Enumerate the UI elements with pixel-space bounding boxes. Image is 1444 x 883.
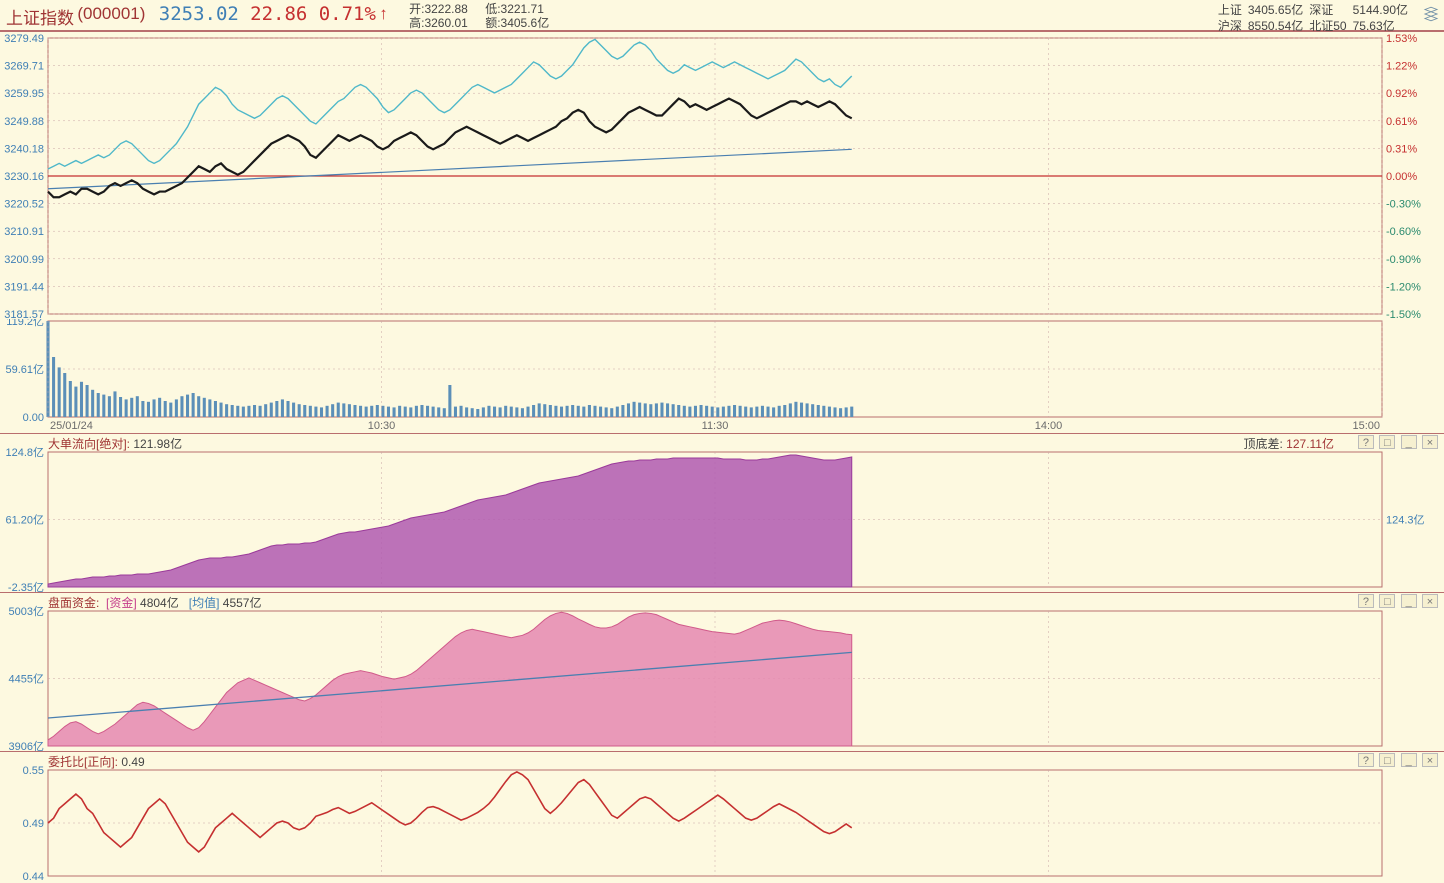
svg-text:0.61%: 0.61%	[1386, 116, 1417, 128]
panel3-s2value: 4557亿	[223, 596, 262, 610]
order-ratio-panel[interactable]: 委托比[正向]: 0.49 ? □ _ × 0.55 0.49 0.44	[0, 751, 1444, 881]
panel2-rvalue: 127.11亿	[1286, 437, 1334, 451]
minimize-button[interactable]: _	[1401, 435, 1417, 449]
svg-text:3210.91: 3210.91	[4, 226, 44, 238]
panel2-rlabel: 顶底差:	[1243, 437, 1282, 451]
svg-text:3230.16: 3230.16	[4, 171, 44, 183]
svg-text:119.2亿: 119.2亿	[6, 319, 44, 328]
svg-text:1.22%: 1.22%	[1386, 61, 1417, 73]
panel3-controls: ? □ _ ×	[1356, 594, 1438, 608]
help-button[interactable]: ?	[1358, 753, 1374, 767]
close-button[interactable]: ×	[1422, 594, 1438, 608]
panel3-s1label: [资金]	[106, 596, 137, 610]
big-order-flow-panel[interactable]: 大单流向[绝对]: 121.98亿 顶底差: 127.11亿 ? □ _ × 1…	[0, 433, 1444, 592]
panel3-title: 盘面资金:	[48, 596, 99, 610]
panel2-controls: ? □ _ ×	[1356, 435, 1438, 449]
price-change: 22.86	[250, 3, 307, 25]
order-ratio-chart: 0.55 0.49 0.44	[0, 752, 1444, 882]
market-funds-panel[interactable]: 盘面资金: [资金] 4804亿 [均值] 4557亿 ? □ _ × 5003…	[0, 592, 1444, 751]
svg-text:0.49: 0.49	[23, 818, 44, 830]
low-value: 3221.71	[501, 2, 544, 16]
svg-text:0.92%: 0.92%	[1386, 88, 1417, 100]
close-button[interactable]: ×	[1422, 753, 1438, 767]
minimize-button[interactable]: _	[1401, 753, 1417, 767]
svg-text:0.44: 0.44	[23, 871, 44, 882]
svg-text:59.61亿: 59.61亿	[5, 363, 44, 376]
sz-amount: 5144.90亿	[1353, 3, 1412, 17]
svg-text:10:30: 10:30	[368, 420, 396, 432]
volume-chart: 119.2亿 59.61亿 0.00 25/01/24 10:30 11:30 14:00 1…	[0, 319, 1444, 433]
svg-text:0.00%: 0.00%	[1386, 171, 1417, 183]
market-stats: 上证3405.65亿 深证5144.90亿 沪深8550.54亿 北证5075.…	[1216, 1, 1414, 35]
panel2-value: 121.98亿	[133, 437, 182, 451]
sh-amount: 3405.65亿	[1248, 3, 1307, 17]
restore-button[interactable]: □	[1379, 435, 1395, 449]
svg-text:3240.18: 3240.18	[4, 143, 44, 155]
svg-text:3259.95: 3259.95	[4, 88, 44, 100]
market-funds-chart: 5003亿4455亿3906亿	[0, 593, 1444, 752]
svg-text:4455亿: 4455亿	[9, 673, 44, 686]
panel4-header: 委托比[正向]: 0.49	[48, 753, 145, 770]
high-value: 3260.01	[424, 16, 467, 30]
panel2-header: 大单流向[绝对]: 121.98亿	[48, 435, 182, 452]
svg-text:0.00: 0.00	[23, 412, 44, 424]
svg-text:25/01/24: 25/01/24	[50, 420, 93, 432]
help-button[interactable]: ?	[1358, 594, 1374, 608]
amount-value: 3405.6亿	[501, 16, 550, 30]
up-arrow-icon: ↑	[379, 4, 388, 24]
svg-text:-0.90%: -0.90%	[1386, 254, 1421, 266]
chart-header: 上证指数 (000001) 3253.02 22.86 0.71% ↑ 开:32…	[0, 0, 1444, 31]
main-price-panel[interactable]: 3279.49 1.53% 3269.71 1.22% 3259.95 0.92% 3249…	[0, 31, 1444, 319]
svg-text:3220.52: 3220.52	[4, 199, 44, 211]
svg-text:14:00: 14:00	[1035, 420, 1063, 432]
panel3-header: 盘面资金: [资金] 4804亿 [均值] 4557亿	[48, 594, 261, 611]
svg-text:124.8亿: 124.8亿	[5, 446, 44, 459]
layers-icon[interactable]	[1422, 5, 1440, 25]
panel2-title: 大单流向[绝对]:	[48, 437, 130, 451]
big-order-flow-chart: 124.8亿61.20亿-2.35亿124.3亿	[0, 434, 1444, 593]
minimize-button[interactable]: _	[1401, 594, 1417, 608]
svg-text:15:00: 15:00	[1352, 420, 1380, 432]
last-price: 3253.02	[159, 3, 239, 25]
svg-text:3200.99: 3200.99	[4, 254, 44, 266]
svg-text:3249.88: 3249.88	[4, 116, 44, 128]
svg-text:5003亿: 5003亿	[9, 605, 44, 618]
panel3-s2label: [均值]	[189, 596, 220, 610]
index-code: (000001)	[77, 4, 145, 24]
svg-text:-0.30%: -0.30%	[1386, 199, 1421, 211]
svg-text:-0.60%: -0.60%	[1386, 226, 1421, 238]
close-button[interactable]: ×	[1422, 435, 1438, 449]
svg-text:1.53%: 1.53%	[1386, 33, 1417, 45]
panel4-title: 委托比[正向]:	[48, 755, 118, 769]
main-price-chart: 3279.49 1.53% 3269.71 1.22% 3259.95 0.92% 3249…	[0, 32, 1444, 320]
price-change-pct: 0.71%	[319, 3, 376, 25]
svg-text:11:30: 11:30	[702, 420, 729, 432]
index-name: 上证指数	[6, 4, 74, 29]
svg-text:3269.71: 3269.71	[4, 61, 44, 73]
panel3-s1value: 4804亿	[140, 596, 179, 610]
svg-text:61.20亿: 61.20亿	[5, 514, 44, 527]
restore-button[interactable]: □	[1379, 753, 1395, 767]
svg-text:3191.44: 3191.44	[4, 281, 44, 293]
ohlc-stats: 开:3222.88 低:3221.71 高:3260.01 额:3405.6亿	[409, 2, 563, 30]
svg-text:3279.49: 3279.49	[4, 33, 44, 45]
help-button[interactable]: ?	[1358, 435, 1374, 449]
volume-panel[interactable]: 119.2亿 59.61亿 0.00 25/01/24 10:30 11:30 14:00 1…	[0, 319, 1444, 433]
svg-text:-1.20%: -1.20%	[1386, 281, 1421, 293]
open-value: 3222.88	[424, 2, 467, 16]
restore-button[interactable]: □	[1379, 594, 1395, 608]
svg-text:0.31%: 0.31%	[1386, 143, 1417, 155]
panel4-value: 0.49	[121, 755, 144, 769]
panel4-controls: ? □ _ ×	[1356, 753, 1438, 767]
svg-text:124.3亿: 124.3亿	[1386, 514, 1425, 527]
svg-text:0.55: 0.55	[23, 765, 44, 777]
